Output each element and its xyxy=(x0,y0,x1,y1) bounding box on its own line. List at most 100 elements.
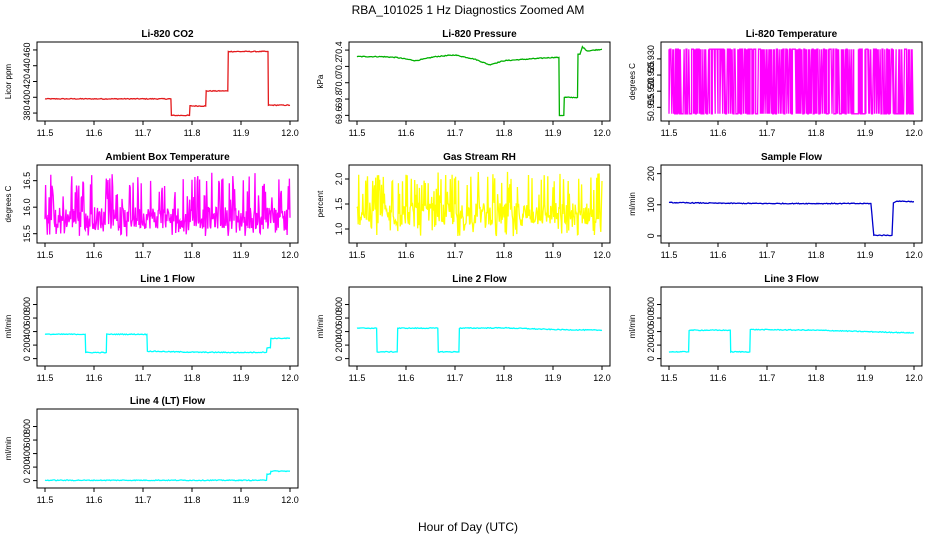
y-tick-label: 600 xyxy=(334,311,344,326)
y-tick-label: 50.920 xyxy=(646,77,656,105)
x-tick-label: 11.6 xyxy=(398,250,415,260)
y-tick-label: 400 xyxy=(334,324,344,339)
x-tick-label: 11.9 xyxy=(545,250,562,260)
panel-1: Li-820 CO2 Licor ppm 11.5 11.6 11.7 11.8 11.9 1… xyxy=(4,29,299,138)
x-tick-label: 11.8 xyxy=(184,250,201,260)
x-tick-label: 11.9 xyxy=(545,128,562,138)
panel-5: Gas Stream RH percent 11.5 11.6 11.7 11.8 11.9… xyxy=(316,152,611,260)
panel-title: Line 1 Flow xyxy=(140,274,195,285)
panel-8: Line 2 Flow ml/min 11.5 11.6 11.7 11.8 11.9 12.… xyxy=(316,274,611,383)
x-tick-label: 11.6 xyxy=(710,373,727,383)
panel-title: Li-820 CO2 xyxy=(141,29,194,40)
x-tick-label: 11.6 xyxy=(86,250,103,260)
x-tick-label: 11.5 xyxy=(37,128,54,138)
x-tick-label: 12.0 xyxy=(905,373,923,383)
y-tick-label: 0 xyxy=(646,233,656,238)
series-line xyxy=(668,200,915,237)
y-tick-label: 0 xyxy=(646,356,656,361)
series-line xyxy=(44,333,291,354)
plot-frame xyxy=(36,164,299,244)
x-tick-label: 11.9 xyxy=(233,373,250,383)
x-tick-label: 11.8 xyxy=(184,495,201,505)
x-tick-label: 11.8 xyxy=(808,128,825,138)
x-tick-label: 12.0 xyxy=(281,128,299,138)
series-line xyxy=(44,470,291,482)
x-tick-label: 11.9 xyxy=(545,373,562,383)
x-tick-label: 11.5 xyxy=(37,495,54,505)
panel-ylabel: Licor ppm xyxy=(4,64,13,99)
x-tick-label: 12.0 xyxy=(593,250,611,260)
x-tick-label: 11.8 xyxy=(808,373,825,383)
panel-ylabel: ml/min xyxy=(4,315,13,339)
plot-frame xyxy=(36,408,299,489)
x-tick-label: 11.5 xyxy=(37,250,54,260)
x-tick-label: 12.0 xyxy=(593,128,611,138)
y-tick-label: 1.5 xyxy=(334,198,344,211)
y-tick-label: 70.2 xyxy=(334,58,344,76)
panel-title: Li-820 Pressure xyxy=(442,29,517,40)
x-tick-label: 11.6 xyxy=(398,128,415,138)
y-tick-label: 0 xyxy=(22,356,32,361)
x-tick-label: 12.0 xyxy=(593,373,611,383)
y-tick-label: 100 xyxy=(646,197,656,212)
panel-4: Ambient Box Temperature degrees C 11.5 11.6… xyxy=(4,152,299,260)
x-tick-label: 11.7 xyxy=(135,373,152,383)
series-line xyxy=(668,48,914,115)
y-tick-label: 600 xyxy=(22,311,32,326)
y-tick-label: 400 xyxy=(646,324,656,339)
x-tick-label: 11.9 xyxy=(857,128,874,138)
y-tick-label: 50.915 xyxy=(646,94,656,122)
y-tick-label: 380 xyxy=(22,106,32,121)
plot-frame xyxy=(36,41,299,122)
x-tick-label: 12.0 xyxy=(281,495,299,505)
x-tick-label: 11.8 xyxy=(808,250,825,260)
x-tick-label: 11.5 xyxy=(349,128,366,138)
x-tick-label: 11.7 xyxy=(135,250,152,260)
x-tick-label: 11.7 xyxy=(759,373,776,383)
x-tick-label: 11.7 xyxy=(759,250,776,260)
y-tick-label: 16.5 xyxy=(22,172,32,190)
x-tick-label: 11.9 xyxy=(233,128,250,138)
panel-title: Line 2 Flow xyxy=(452,274,507,285)
x-tick-label: 11.8 xyxy=(496,128,513,138)
x-tick-label: 11.7 xyxy=(447,373,464,383)
x-tick-label: 11.7 xyxy=(447,250,464,260)
plot-frame xyxy=(348,286,611,367)
series-line xyxy=(356,326,603,354)
x-tick-label: 12.0 xyxy=(905,128,923,138)
y-tick-label: 400 xyxy=(22,446,32,461)
y-tick-label: 0 xyxy=(334,356,344,361)
panel-title: Line 3 Flow xyxy=(764,274,819,285)
plot-frame xyxy=(348,41,611,122)
y-tick-label: 0 xyxy=(22,478,32,483)
y-tick-label: 69.8 xyxy=(334,90,344,108)
x-tick-label: 12.0 xyxy=(281,373,299,383)
y-tick-label: 600 xyxy=(22,433,32,448)
x-tick-label: 11.6 xyxy=(710,128,727,138)
figure-title: RBA_101025 1 Hz Diagnostics Zoomed AM xyxy=(352,3,585,17)
panel-ylabel: kPa xyxy=(316,74,325,88)
panel-6: Sample Flow ml/min 11.5 11.6 11.7 11.8 11.9 12.… xyxy=(628,152,923,260)
series-line xyxy=(356,171,603,237)
panel-ylabel: degrees C xyxy=(628,63,637,100)
y-tick-label: 69.6 xyxy=(334,107,344,125)
x-tick-label: 11.6 xyxy=(86,373,103,383)
y-tick-label: 200 xyxy=(646,166,656,181)
x-tick-label: 11.9 xyxy=(857,250,874,260)
x-tick-label: 11.6 xyxy=(710,250,727,260)
y-tick-label: 200 xyxy=(22,338,32,353)
panel-title: Gas Stream RH xyxy=(443,152,516,163)
panel-title: Sample Flow xyxy=(761,152,822,163)
y-tick-label: 440 xyxy=(22,58,32,73)
panel-ylabel: ml/min xyxy=(628,192,637,216)
x-tick-label: 12.0 xyxy=(905,250,923,260)
y-tick-label: 800 xyxy=(22,297,32,312)
y-tick-label: 460 xyxy=(22,42,32,57)
y-tick-label: 800 xyxy=(334,297,344,312)
x-tick-label: 11.9 xyxy=(233,250,250,260)
panel-2: Li-820 Pressure kPa 11.5 11.6 11.7 11.8 11.9 12… xyxy=(316,29,611,138)
plot-frame xyxy=(660,41,923,122)
y-tick-label: 1.0 xyxy=(334,223,344,236)
x-tick-label: 11.5 xyxy=(37,373,54,383)
